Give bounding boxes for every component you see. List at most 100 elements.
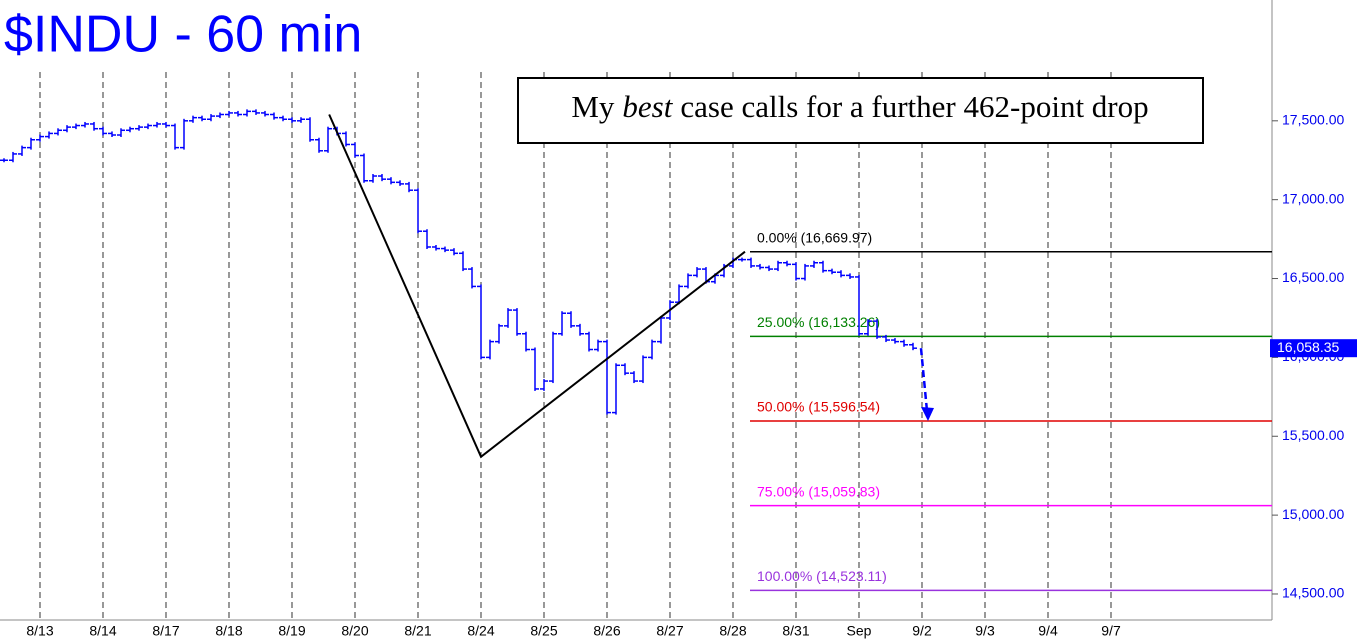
price-bar (846, 273, 854, 279)
price-bar (513, 308, 521, 336)
price-bar (135, 125, 143, 131)
x-tick-label: 8/24 (467, 623, 494, 639)
price-bar (801, 263, 809, 281)
price-bar (684, 273, 692, 289)
fib-label: 50.00% (15,596.54) (757, 399, 880, 415)
chart-title: $INDU - 60 min (4, 6, 362, 64)
price-bar (396, 180, 404, 186)
price-bar (486, 339, 494, 360)
price-bar (504, 308, 512, 328)
price-bar (837, 270, 845, 278)
price-bar (612, 363, 620, 415)
price-bar (171, 123, 179, 150)
annotation: My best case calls for a further 462-point… (571, 89, 1148, 124)
price-bar (288, 117, 296, 123)
x-tick-label: 8/19 (278, 623, 305, 639)
x-tick-label: 8/27 (656, 623, 683, 639)
price-bar (576, 323, 584, 336)
pattern-line (328, 114, 746, 459)
price-bar (342, 131, 350, 147)
price-bar (819, 260, 827, 273)
price-bar (558, 311, 566, 336)
price-bar (540, 379, 548, 391)
price-bar (495, 323, 503, 344)
price-bar (657, 315, 665, 344)
price-bar (594, 339, 602, 352)
annotation-text: case calls for a further 462-point drop (680, 89, 1148, 124)
price-bar (414, 188, 422, 234)
price-bar (324, 126, 332, 153)
price-bar (477, 284, 485, 360)
y-tick-label: 16,500.00 (1282, 269, 1344, 285)
price-bar (459, 251, 467, 272)
annotation-box (517, 77, 1204, 144)
price-bar (189, 115, 197, 123)
price-bar (306, 117, 314, 142)
price-bar (54, 128, 62, 136)
price-bar (630, 371, 638, 384)
annotation-text: My (571, 89, 615, 124)
x-tick-label: 8/31 (782, 623, 809, 639)
price-bar (828, 268, 836, 275)
x-tick-label: 8/20 (341, 623, 368, 639)
price-bar (441, 246, 449, 253)
price-bar (369, 174, 377, 183)
y-tick-label: 17,500.00 (1282, 112, 1344, 128)
price-bar (126, 126, 134, 133)
price-bar (648, 339, 656, 360)
price-bar (783, 260, 791, 267)
price-bar (765, 265, 773, 272)
price-bar (855, 274, 863, 336)
price-bar (90, 121, 98, 131)
price-bar (63, 125, 71, 133)
price-bar (774, 260, 782, 272)
price-bar (693, 267, 701, 278)
price-bar (297, 117, 305, 123)
price-bar (270, 112, 278, 120)
price-bar (9, 151, 17, 163)
price-bar (315, 137, 323, 153)
price-bar (423, 229, 431, 249)
x-tick-label: 8/18 (215, 623, 242, 639)
price-bar (621, 363, 629, 376)
price-bar (432, 244, 440, 251)
last-price-tag (1270, 339, 1357, 358)
price-bar (261, 110, 269, 117)
y-tick-label: 14,500.00 (1282, 585, 1344, 601)
price-bar (162, 121, 170, 128)
price-bar (810, 260, 818, 268)
x-tick-label: 8/25 (530, 623, 557, 639)
price-bar (522, 331, 530, 352)
price-bar (234, 110, 242, 117)
price-bar (207, 114, 215, 122)
x-tick-label: 8/28 (719, 623, 746, 639)
fib-label: 100.00% (14,523.11) (757, 568, 887, 584)
price-bar (864, 319, 872, 336)
x-tick-label: 8/14 (89, 623, 116, 639)
price-bar (450, 248, 458, 256)
fib-label: 75.00% (15,059.83) (757, 483, 880, 499)
price-bar (468, 267, 476, 289)
x-tick-label: 9/2 (912, 623, 932, 639)
price-bar (756, 263, 764, 270)
annotation-emphasis: best (622, 89, 673, 124)
price-bar (108, 131, 116, 138)
price-bar (81, 121, 89, 128)
x-tick-label: 9/4 (1038, 623, 1058, 639)
price-bar (243, 109, 251, 117)
x-tick-label: 8/13 (26, 623, 53, 639)
price-bar (585, 331, 593, 352)
price-bar (909, 342, 917, 351)
price-bar (144, 123, 152, 130)
price-bar (873, 319, 881, 339)
price-bar (99, 126, 107, 136)
price-bar (738, 257, 746, 262)
price-bar (18, 145, 26, 156)
x-tick-label: Sep (847, 623, 872, 639)
price-bar (216, 112, 224, 119)
price-bar (45, 131, 53, 139)
price-bar (27, 137, 35, 150)
forecast-arrowhead (921, 407, 934, 422)
y-tick-label: 15,500.00 (1282, 427, 1344, 443)
